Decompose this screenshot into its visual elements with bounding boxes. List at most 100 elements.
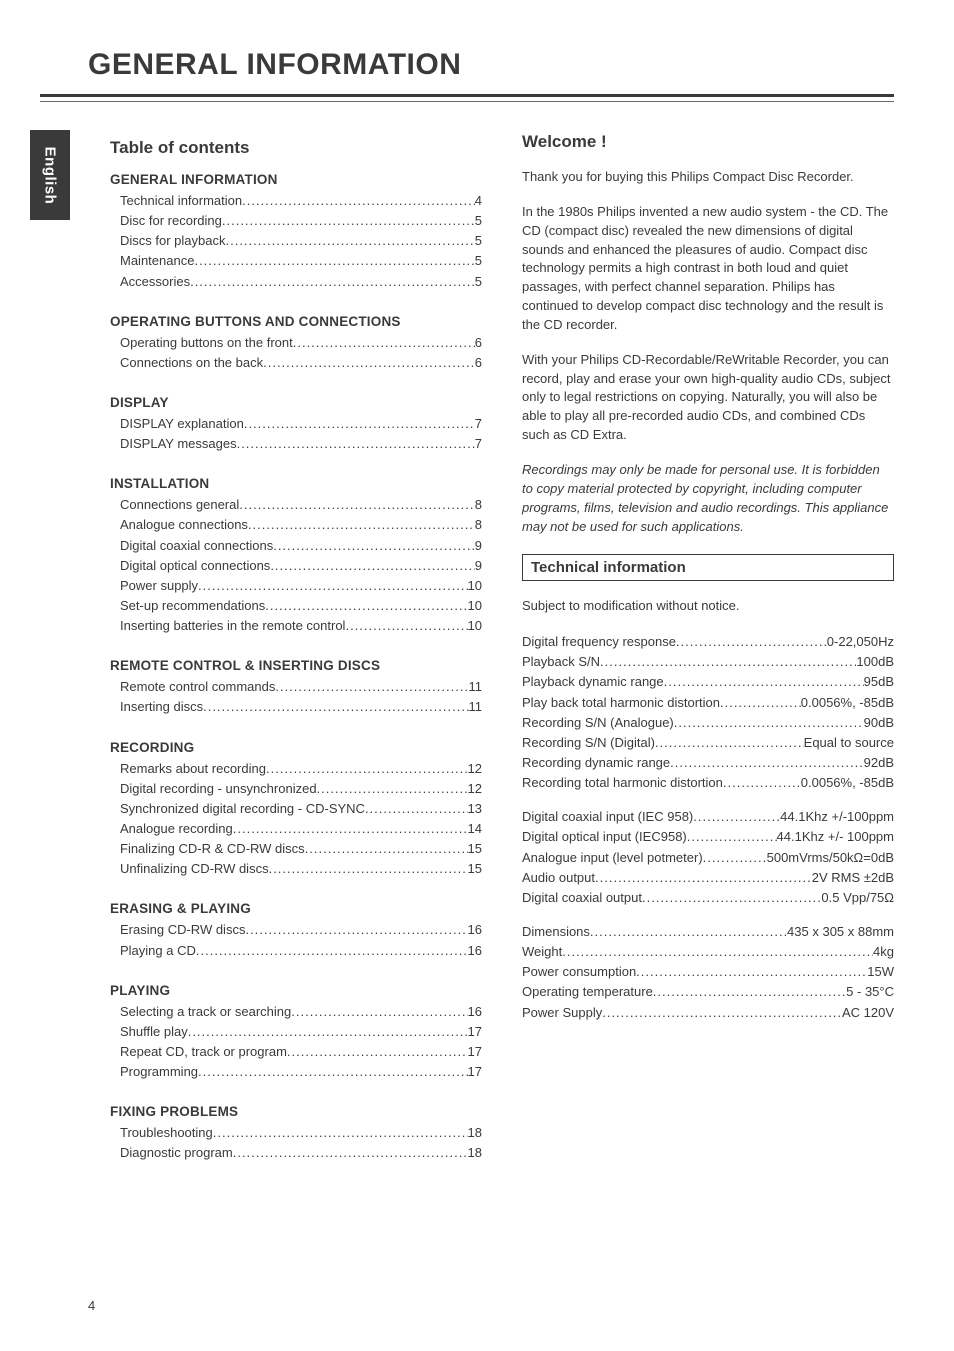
toc-row: Remarks about recording 12 xyxy=(120,759,482,779)
spec-value: 0.0056%, -85dB xyxy=(801,773,894,793)
toc-dots xyxy=(265,596,467,616)
toc-label: Synchronized digital recording - CD-SYNC xyxy=(120,799,365,819)
toc-row: Accessories5 xyxy=(120,272,482,292)
spec-dots xyxy=(687,827,777,847)
toc-dots xyxy=(305,839,468,859)
toc-row: DISPLAY messages7 xyxy=(120,434,482,454)
toc-page: 6 xyxy=(475,333,482,353)
spec-block: Dimensions435 x 305 x 88mmWeight4kgPower… xyxy=(522,922,894,1023)
toc-page: 18 xyxy=(468,1143,482,1163)
toc-dots xyxy=(244,414,475,434)
toc-page: 11 xyxy=(469,677,483,697)
toc-page: 10 xyxy=(468,596,482,616)
toc-page: 7 xyxy=(475,414,482,434)
toc-row: Repeat CD, track or program17 xyxy=(120,1042,482,1062)
spec-value: 44.1Khz +/- 100ppm xyxy=(777,827,894,847)
toc-label: Set-up recommendations xyxy=(120,596,265,616)
toc-page: 15 xyxy=(468,839,482,859)
toc-page: 16 xyxy=(468,920,482,940)
toc-label: Maintenance xyxy=(120,251,194,271)
toc-dots xyxy=(269,859,468,879)
spec-value: 0.5 Vpp/75Ω xyxy=(821,888,894,908)
spec-row: Playback S/N100dB xyxy=(522,652,894,672)
toc-section-head: OPERATING BUTTONS AND CONNECTIONS xyxy=(110,314,482,329)
toc-row: Digital coaxial connections9 xyxy=(120,536,482,556)
toc-dots xyxy=(275,677,468,697)
toc-page: 4 xyxy=(475,191,482,211)
toc-page: 5 xyxy=(475,211,482,231)
toc-label: Analogue recording xyxy=(120,819,233,839)
spec-row: Dimensions435 x 305 x 88mm xyxy=(522,922,894,942)
left-column: Table of contents GENERAL INFORMATIONTec… xyxy=(110,132,482,1164)
spec-label: Playback S/N xyxy=(522,652,600,672)
spec-row: Power SupplyAC 120V xyxy=(522,1003,894,1023)
language-tab: English xyxy=(30,130,70,220)
spec-label: Digital optical input (IEC958) xyxy=(522,827,687,847)
spec-dots xyxy=(653,982,846,1002)
toc-dots xyxy=(365,799,468,819)
toc-label: Shuffle play xyxy=(120,1022,188,1042)
spec-block: Digital frequency response0-22,050HzPlay… xyxy=(522,632,894,793)
toc-row: Playing a CD16 xyxy=(120,941,482,961)
spec-dots xyxy=(642,888,821,908)
toc-label: Diagnostic program xyxy=(120,1143,233,1163)
toc-label: Analogue connections xyxy=(120,515,248,535)
spec-value: 0.0056%, -85dB xyxy=(801,693,894,713)
spec-label: Recording dynamic range xyxy=(522,753,670,773)
toc-row: Shuffle play 17 xyxy=(120,1022,482,1042)
toc-page: 17 xyxy=(468,1022,482,1042)
tech-info-heading: Technical information xyxy=(522,554,894,581)
spec-value: 44.1Khz +/-100ppm xyxy=(780,807,894,827)
toc-section-head: RECORDING xyxy=(110,740,482,755)
toc-row: Synchronized digital recording - CD-SYNC… xyxy=(120,799,482,819)
spec-value: Equal to source xyxy=(804,733,894,753)
welcome-paragraph: With your Philips CD-Recordable/ReWritab… xyxy=(522,351,894,445)
language-tab-label: English xyxy=(42,146,59,204)
spec-row: Play back total harmonic distortion 0.005… xyxy=(522,693,894,713)
spec-label: Play back total harmonic distortion xyxy=(522,693,720,713)
toc-page: 5 xyxy=(475,231,482,251)
toc-dots xyxy=(239,495,475,515)
toc-dots xyxy=(225,231,474,251)
toc-dots xyxy=(270,556,474,576)
toc-label: Erasing CD-RW discs xyxy=(120,920,245,940)
toc-section-head: PLAYING xyxy=(110,983,482,998)
spec-block: Digital coaxial input (IEC 958) 44.1Khz +… xyxy=(522,807,894,908)
spec-label: Operating temperature xyxy=(522,982,653,1002)
spec-label: Dimensions xyxy=(522,922,590,942)
toc-row: Power supply10 xyxy=(120,576,482,596)
toc-label: Operating buttons on the front xyxy=(120,333,293,353)
toc-page: 13 xyxy=(468,799,482,819)
toc-dots xyxy=(263,353,475,373)
spec-label: Recording total harmonic distortion xyxy=(522,773,723,793)
page-title: GENERAL INFORMATION xyxy=(88,48,894,82)
spec-dots xyxy=(562,942,873,962)
spec-dots xyxy=(670,753,863,773)
spec-value: 90dB xyxy=(864,713,894,733)
spec-label: Recording S/N (Analogue) xyxy=(522,713,674,733)
spec-label: Power Supply xyxy=(522,1003,602,1023)
welcome-heading: Welcome ! xyxy=(522,132,894,152)
toc-dots xyxy=(233,819,468,839)
toc-page: 8 xyxy=(475,515,482,535)
toc-dots xyxy=(245,920,467,940)
spec-label: Audio output xyxy=(522,868,595,888)
toc-page: 10 xyxy=(468,616,482,636)
spec-label: Digital coaxial input (IEC 958) xyxy=(522,807,693,827)
toc-dots xyxy=(291,1002,467,1022)
toc-page: 9 xyxy=(475,536,482,556)
toc-label: Disc for recording xyxy=(120,211,222,231)
toc-label: Remarks about recording xyxy=(120,759,266,779)
spec-dots xyxy=(703,848,767,868)
toc-page: 15 xyxy=(468,859,482,879)
toc-page: 9 xyxy=(475,556,482,576)
toc-page: 8 xyxy=(475,495,482,515)
toc-page: 12 xyxy=(468,759,482,779)
toc-page: 17 xyxy=(468,1042,482,1062)
spec-row: Recording S/N (Digital)Equal to source xyxy=(522,733,894,753)
toc-row: Programming17 xyxy=(120,1062,482,1082)
spec-value: 0-22,050Hz xyxy=(827,632,894,652)
toc-label: Unfinalizing CD-RW discs xyxy=(120,859,269,879)
toc-section-head: ERASING & PLAYING xyxy=(110,901,482,916)
spec-label: Power consumption xyxy=(522,962,636,982)
